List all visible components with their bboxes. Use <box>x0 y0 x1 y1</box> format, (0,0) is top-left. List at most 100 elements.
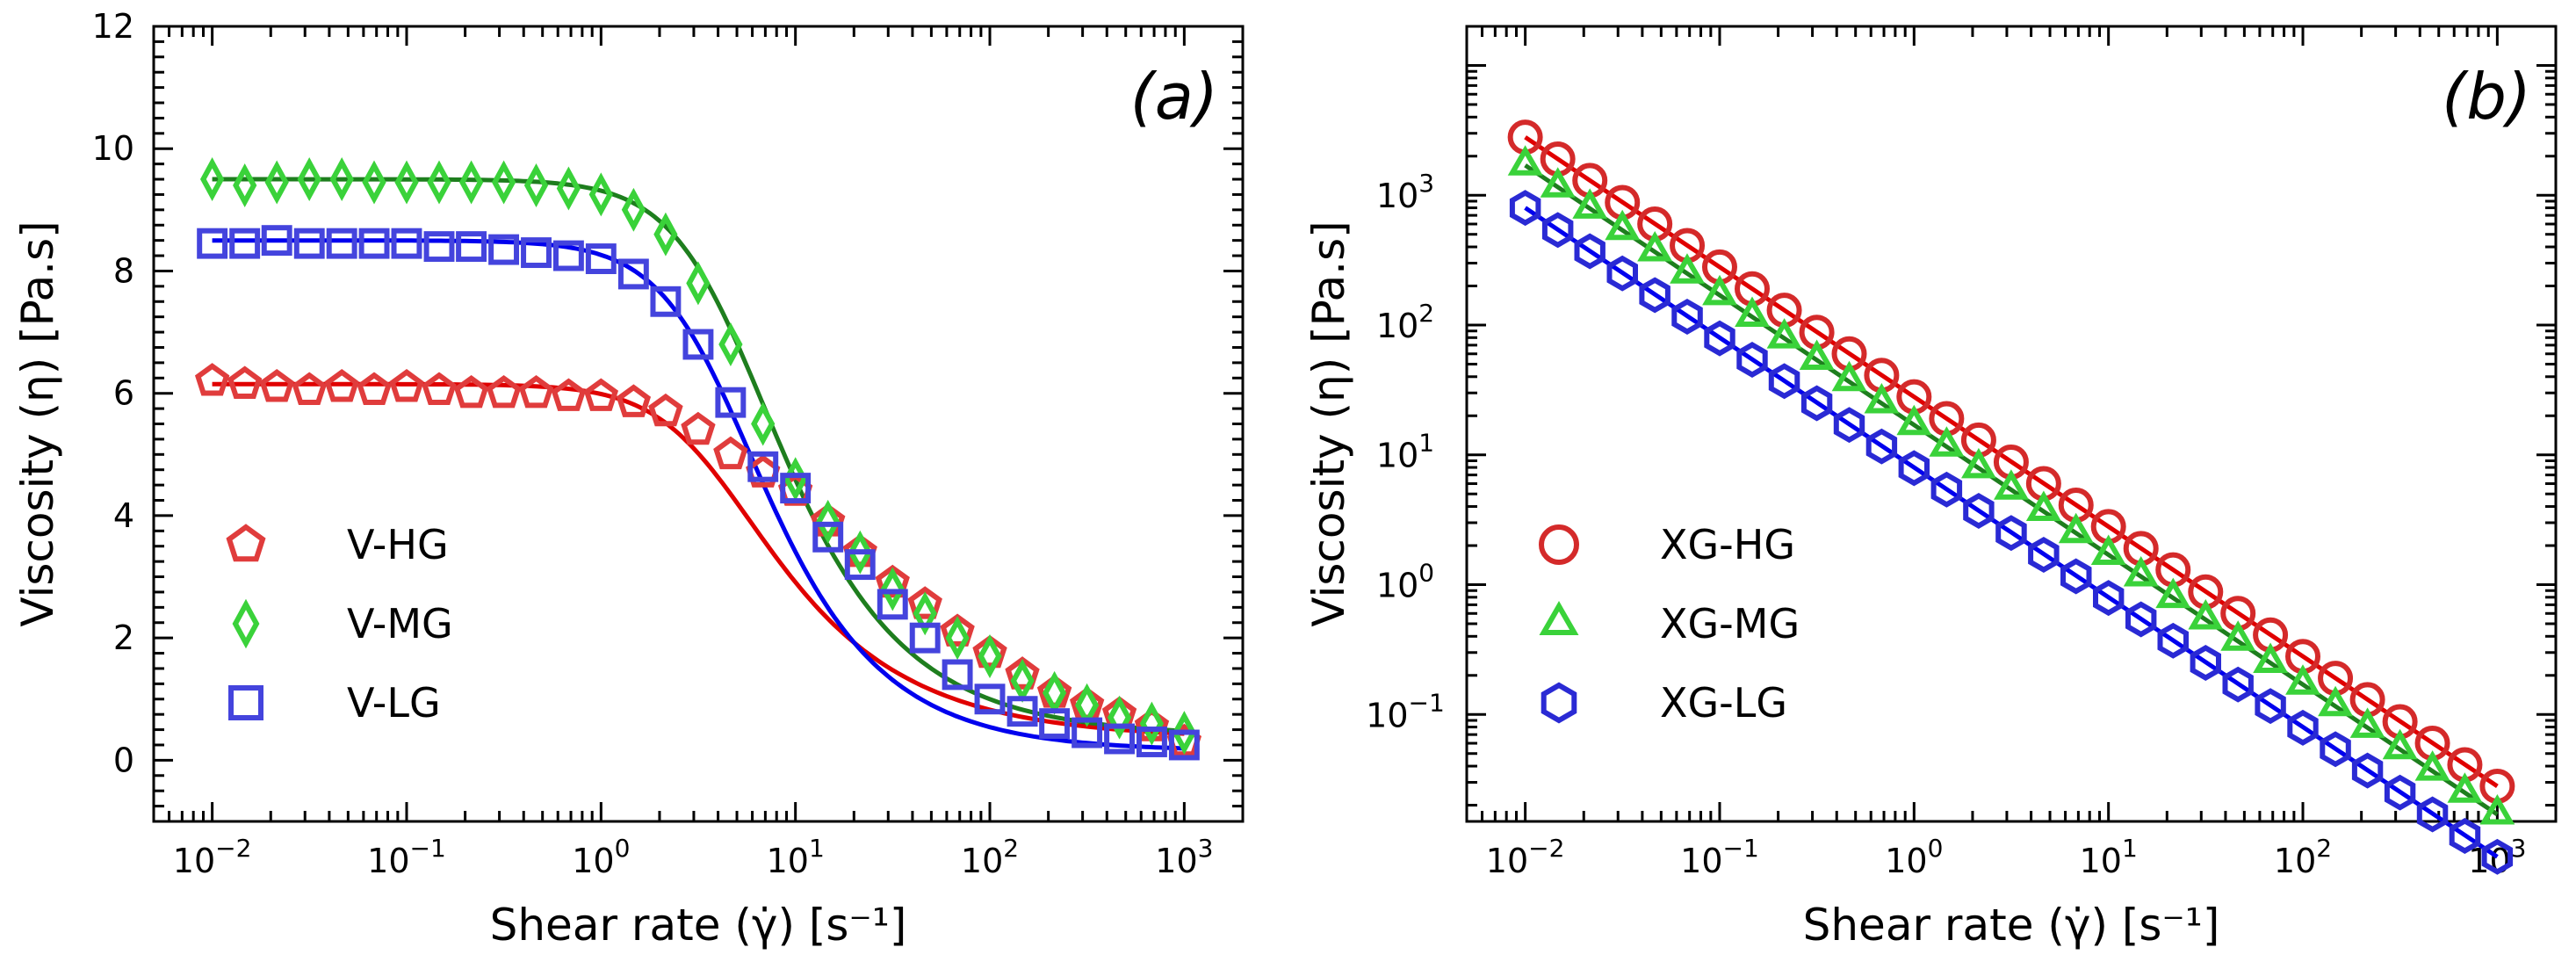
data-point <box>1605 209 1641 241</box>
data-point <box>648 393 683 427</box>
data-point <box>2190 645 2221 681</box>
panel-a: 10−2 10−1 100 101 102 103 0 2 4 6 8 10 12 Shear rate … <box>12 7 1245 951</box>
data-point <box>2090 534 2126 565</box>
data-point <box>486 374 522 409</box>
legend-marker-v-lg <box>228 685 263 720</box>
data-point <box>2060 558 2092 595</box>
data-point <box>616 384 652 417</box>
y-tick-label: 6 <box>113 374 134 413</box>
data-point <box>1072 717 1103 748</box>
data-point <box>422 372 457 405</box>
data-point <box>2416 796 2449 833</box>
x-tick-label: 10−1 <box>367 834 446 880</box>
data-point <box>1136 727 1167 757</box>
legend-marker-xg-mg <box>1539 600 1579 635</box>
data-point <box>1735 296 1770 327</box>
data-point <box>1007 696 1038 727</box>
data-point <box>197 228 228 259</box>
data-point <box>2481 838 2514 875</box>
data-point <box>909 622 941 654</box>
data-point <box>264 160 289 205</box>
y-tick-label: 10−1 <box>1366 688 1445 734</box>
data-point <box>259 368 294 402</box>
fit-line-v-hg <box>212 381 1185 736</box>
legend-label: V-LG <box>347 679 441 727</box>
data-point <box>2253 642 2288 673</box>
data-point <box>880 567 905 611</box>
data-point <box>1702 274 1737 306</box>
data-point <box>1172 711 1197 756</box>
data-point <box>2285 664 2320 695</box>
data-point <box>2349 707 2385 738</box>
data-point <box>2320 731 2351 768</box>
x-tick-label: 10−2 <box>173 834 252 880</box>
data-point <box>233 163 257 207</box>
data-point <box>2123 555 2159 587</box>
data-point <box>1541 212 1574 249</box>
legend: XG-HG XG-MG XG-LG <box>1539 521 1800 727</box>
legend-label: XG-LG <box>1660 679 1787 727</box>
data-point <box>1768 363 1800 400</box>
data-point <box>358 228 390 259</box>
x-tick-label: 100 <box>1885 834 1943 880</box>
legend-label: XG-HG <box>1660 521 1795 568</box>
data-point <box>2255 688 2286 725</box>
data-point <box>1833 407 1865 444</box>
data-point <box>1995 515 2027 552</box>
y-tick-label: 0 <box>113 741 134 779</box>
data-point <box>848 530 872 575</box>
data-point <box>653 212 678 257</box>
data-point <box>329 157 354 201</box>
data-point <box>1929 426 1965 457</box>
data-point <box>1963 493 1995 529</box>
data-point <box>1930 471 1963 508</box>
x-tick-label: 101 <box>2080 834 2138 880</box>
fit-line-v-lg <box>212 238 1185 751</box>
data-point <box>588 172 613 217</box>
data-point <box>199 157 225 201</box>
legend-label: V-MG <box>347 600 453 647</box>
data-point <box>812 521 844 553</box>
fit-line-xg-mg <box>1524 163 2499 817</box>
data-point <box>1961 447 1996 479</box>
x-tick-label: 101 <box>767 834 825 880</box>
data-point <box>650 286 682 317</box>
data-point <box>2318 685 2353 717</box>
data-point <box>2058 512 2094 544</box>
data-point <box>2414 750 2450 781</box>
data-point <box>1104 723 1136 755</box>
y-tick-label: 10 <box>92 129 134 168</box>
y-tick-label: 103 <box>1376 169 1434 215</box>
data-point <box>2188 598 2224 630</box>
data-point <box>780 473 812 504</box>
x-tick-label: 103 <box>1155 834 1213 880</box>
data-point <box>1865 428 1898 465</box>
legend: V-HG V-MG V-LG <box>226 521 453 727</box>
x-ticks <box>1465 26 2558 821</box>
y-axis-title: Viscosity (η) [Pa.s] <box>1303 221 1354 626</box>
panel-label: (a) <box>1130 60 1218 134</box>
data-point <box>1898 450 1930 487</box>
data-point <box>357 372 392 405</box>
data-point <box>2384 774 2416 811</box>
data-point <box>2157 622 2189 659</box>
y-tick-label: 4 <box>113 496 134 535</box>
data-point <box>391 228 422 259</box>
x-tick-label: 10−2 <box>1486 834 1565 880</box>
data-point <box>1107 695 1132 740</box>
data-point <box>1637 231 1673 262</box>
data-point <box>877 589 908 620</box>
x-tick-label: 102 <box>961 834 1019 880</box>
legend-marker-xg-lg <box>1541 682 1577 724</box>
data-point <box>456 231 487 263</box>
data-point <box>227 365 263 399</box>
data-point <box>2028 537 2060 573</box>
data-point <box>2351 752 2384 789</box>
data-point <box>1039 708 1071 740</box>
legend-label: XG-MG <box>1660 600 1800 647</box>
data-point <box>2093 580 2125 617</box>
data-point <box>521 237 552 269</box>
data-point <box>1574 233 1605 270</box>
y-tick-label: 101 <box>1376 429 1434 475</box>
